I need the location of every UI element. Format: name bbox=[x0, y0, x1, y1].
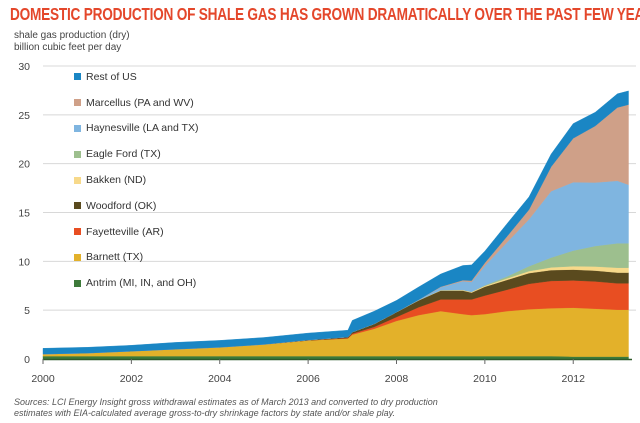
y-tick-label: 25 bbox=[18, 110, 30, 122]
y-axis-label-line1: shale gas production (dry) bbox=[14, 30, 130, 41]
sources-line2: estimates with EIA-calculated average gr… bbox=[14, 408, 396, 418]
legend-item: Marcellus (PA and WV) bbox=[74, 90, 198, 116]
legend-label: Marcellus (PA and WV) bbox=[86, 96, 194, 109]
x-tick-label: 2012 bbox=[562, 373, 586, 385]
legend-item: Haynesville (LA and TX) bbox=[74, 116, 198, 142]
legend-swatch bbox=[74, 253, 81, 261]
y-tick-label: 30 bbox=[18, 61, 30, 73]
legend-item: Bakken (ND) bbox=[74, 167, 198, 193]
y-tick-label: 5 bbox=[24, 305, 30, 317]
y-tick-label: 10 bbox=[18, 256, 30, 268]
legend-item: Rest of US bbox=[74, 64, 198, 90]
x-tick-label: 2006 bbox=[296, 373, 320, 385]
x-tick-label: 2002 bbox=[120, 373, 144, 385]
legend-label: Antrim (MI, IN, and OH) bbox=[86, 277, 197, 290]
x-tick-label: 2004 bbox=[208, 373, 232, 385]
legend-swatch bbox=[74, 150, 81, 158]
legend-swatch bbox=[74, 202, 81, 210]
chart-title: DOMESTIC PRODUCTION OF SHALE GAS HAS GRO… bbox=[10, 4, 640, 24]
legend-item: Woodford (OK) bbox=[74, 193, 198, 219]
legend-label: Haynesville (LA and TX) bbox=[86, 122, 199, 135]
x-tick-label: 2010 bbox=[473, 373, 497, 385]
legend-swatch bbox=[74, 279, 81, 287]
legend-label: Rest of US bbox=[86, 70, 137, 83]
sources-line1: Sources: LCI Energy Insight gross withdr… bbox=[14, 397, 438, 407]
legend-label: Barnett (TX) bbox=[86, 251, 144, 264]
legend: Rest of US Marcellus (PA and WV) Haynesvil… bbox=[74, 64, 198, 296]
legend-swatch bbox=[74, 99, 81, 107]
y-axis-label-line2: billion cubic feet per day bbox=[14, 42, 122, 53]
legend-item: Barnett (TX) bbox=[74, 245, 198, 271]
area-rest bbox=[42, 90, 629, 355]
sources-note: Sources: LCI Energy Insight gross withdr… bbox=[14, 397, 438, 419]
legend-item: Antrim (MI, IN, and OH) bbox=[74, 270, 198, 296]
legend-swatch bbox=[74, 73, 81, 81]
y-tick-label: 15 bbox=[18, 208, 30, 220]
legend-label: Fayetteville (AR) bbox=[86, 225, 164, 238]
y-tick-label: 0 bbox=[24, 354, 30, 366]
legend-label: Woodford (OK) bbox=[86, 199, 157, 212]
y-tick-label: 20 bbox=[18, 159, 30, 171]
legend-label: Eagle Ford (TX) bbox=[86, 148, 161, 161]
legend-item: Eagle Ford (TX) bbox=[74, 141, 198, 167]
x-tick-label: 2008 bbox=[385, 373, 409, 385]
legend-swatch bbox=[74, 228, 81, 236]
area-antrim bbox=[42, 355, 629, 360]
x-tick-label: 2000 bbox=[31, 373, 55, 385]
legend-swatch bbox=[74, 176, 81, 184]
legend-item: Fayetteville (AR) bbox=[74, 219, 198, 245]
legend-label: Bakken (ND) bbox=[86, 174, 147, 187]
legend-swatch bbox=[74, 124, 81, 132]
